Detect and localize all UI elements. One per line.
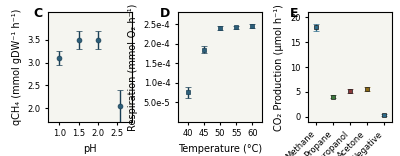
X-axis label: Temperature (°C): Temperature (°C) bbox=[178, 144, 262, 154]
Text: D: D bbox=[160, 7, 170, 20]
X-axis label: pH: pH bbox=[83, 144, 97, 154]
Y-axis label: Respiration (mmol-O₂ h⁻¹): Respiration (mmol-O₂ h⁻¹) bbox=[128, 3, 138, 131]
Y-axis label: qCH₄ (mmol gDW⁻¹ h⁻¹): qCH₄ (mmol gDW⁻¹ h⁻¹) bbox=[12, 9, 22, 125]
Y-axis label: CO₂ Production (μmol h⁻¹): CO₂ Production (μmol h⁻¹) bbox=[274, 4, 284, 131]
Text: C: C bbox=[33, 7, 42, 20]
Text: E: E bbox=[290, 7, 298, 20]
